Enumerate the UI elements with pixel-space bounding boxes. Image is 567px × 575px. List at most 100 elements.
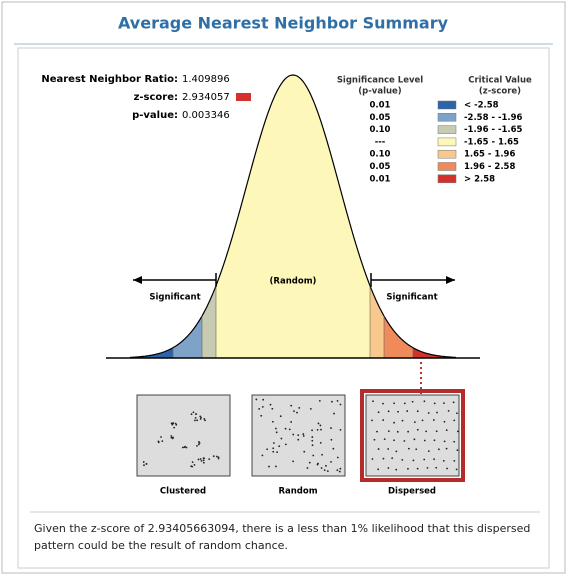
dot (161, 440, 164, 442)
dot (275, 427, 277, 430)
dot (203, 417, 206, 420)
dot (284, 443, 287, 446)
dot (332, 447, 335, 450)
dot (407, 430, 410, 433)
dot (271, 407, 274, 410)
dot (372, 400, 374, 403)
dot (446, 467, 448, 470)
dot (443, 402, 445, 405)
dot (433, 458, 436, 461)
dot (317, 462, 319, 465)
dot (255, 398, 258, 401)
legend-z: < -2.58 (464, 101, 499, 111)
legend-z: 1.96 - 2.58 (464, 162, 515, 172)
legend-z: -2.58 - -1.96 (464, 113, 523, 123)
dot (290, 404, 293, 407)
dot (425, 430, 428, 433)
legend-subheader: (z-score) (479, 87, 521, 97)
dot (175, 423, 178, 426)
dot (453, 419, 456, 422)
dot (436, 411, 438, 414)
dot (321, 453, 323, 456)
dot (456, 412, 458, 415)
legend-z: -1.96 - -1.65 (464, 125, 523, 135)
dot (272, 442, 275, 444)
dot (401, 458, 404, 461)
dot (266, 448, 269, 451)
dot (260, 414, 263, 417)
dot (387, 430, 390, 433)
dot (157, 441, 160, 444)
dot (377, 468, 380, 471)
curve-region (370, 285, 384, 358)
dot (170, 436, 173, 439)
dot (382, 457, 385, 460)
dot (330, 438, 333, 441)
dot (191, 465, 194, 468)
dot (406, 410, 409, 412)
dot (275, 431, 278, 434)
dot (447, 409, 450, 412)
dot (423, 400, 426, 403)
dot (171, 423, 174, 426)
dot (143, 464, 145, 467)
dot (311, 429, 313, 432)
dot (382, 419, 385, 421)
dot (196, 419, 199, 422)
stat-value: 2.934057 (182, 92, 230, 103)
legend-swatch (437, 149, 457, 159)
dot (302, 433, 305, 435)
dot (336, 469, 339, 472)
dot (303, 450, 306, 453)
legend-p: 0.05 (370, 113, 391, 123)
dot (423, 458, 426, 461)
dot (323, 469, 326, 472)
dot (204, 419, 206, 422)
dot (199, 415, 202, 418)
dot (452, 401, 455, 404)
stat-label: p-value: (132, 110, 178, 121)
dot (302, 435, 305, 437)
dot (339, 428, 342, 431)
dot (393, 439, 395, 442)
dot (415, 448, 418, 451)
dot (279, 415, 282, 418)
pattern-box (365, 394, 460, 477)
curve-region (413, 347, 456, 358)
dot (195, 413, 197, 416)
dot (411, 400, 414, 403)
dot (387, 467, 390, 469)
dot (284, 427, 287, 430)
dot (192, 411, 195, 414)
dot (339, 467, 342, 470)
dot (416, 428, 419, 431)
legend-swatch (437, 100, 457, 110)
dot (395, 468, 398, 471)
dot (194, 416, 197, 419)
dot (271, 420, 274, 423)
dot (185, 446, 188, 449)
arrowhead (446, 276, 455, 284)
dot (202, 459, 205, 462)
curve-region (202, 285, 216, 358)
arrowhead (133, 276, 142, 284)
dot (421, 419, 424, 422)
dot (298, 407, 301, 409)
dot (320, 428, 322, 431)
legend-z: -1.65 - 1.65 (464, 137, 519, 147)
dot (194, 419, 196, 422)
dot (387, 448, 390, 450)
dot (407, 467, 409, 470)
dot (311, 436, 314, 438)
dot (435, 466, 438, 469)
dot (145, 463, 148, 465)
legend-p: 0.10 (370, 150, 391, 160)
legend-swatch (437, 113, 457, 122)
dot (423, 439, 426, 442)
curve-label: Significant (149, 293, 200, 303)
dot (193, 463, 196, 466)
dot (456, 449, 459, 452)
dot (426, 466, 429, 469)
dot (435, 430, 438, 433)
